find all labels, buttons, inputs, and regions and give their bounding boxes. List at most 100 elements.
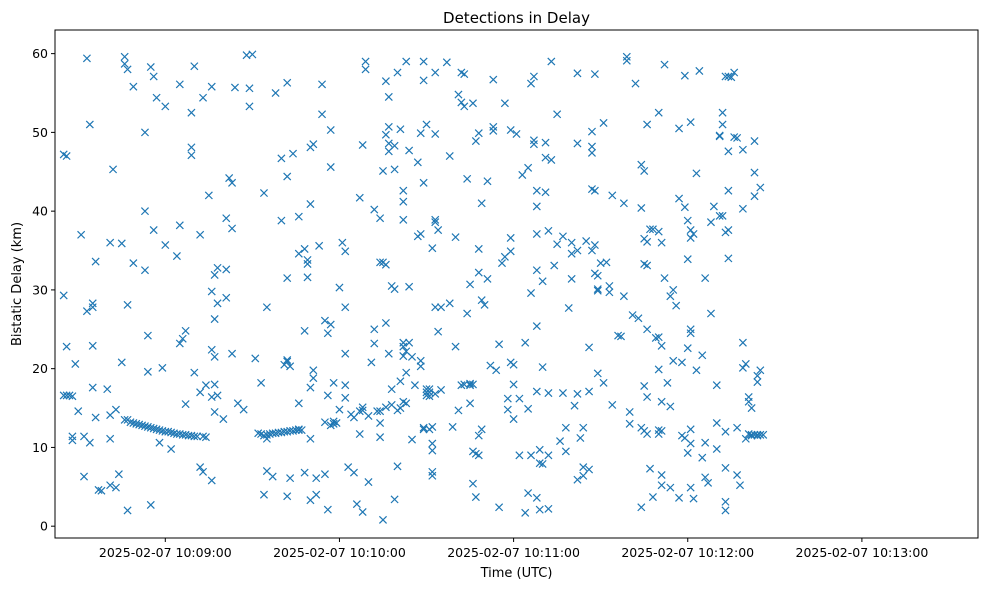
- data-point: [471, 493, 480, 502]
- data-point: [199, 93, 208, 102]
- data-point: [431, 389, 440, 398]
- data-point: [718, 108, 727, 117]
- data-point: [489, 126, 498, 135]
- data-point: [509, 360, 518, 369]
- data-point: [393, 462, 402, 471]
- data-point: [529, 140, 538, 149]
- data-point: [573, 389, 582, 398]
- data-point: [120, 59, 129, 68]
- data-point: [204, 191, 213, 200]
- data-point: [376, 433, 385, 442]
- data-point: [361, 65, 370, 74]
- data-point: [399, 342, 408, 351]
- data-point: [77, 230, 86, 239]
- data-point: [85, 438, 94, 447]
- data-point: [535, 459, 544, 468]
- data-point: [750, 137, 759, 146]
- data-point: [579, 471, 588, 480]
- data-point: [593, 285, 602, 294]
- data-point: [370, 325, 379, 334]
- data-point: [201, 381, 210, 390]
- data-point: [111, 405, 120, 414]
- data-point: [355, 193, 364, 202]
- data-point: [692, 169, 701, 178]
- data-point: [91, 413, 100, 422]
- data-point: [431, 129, 440, 138]
- data-point: [381, 77, 390, 86]
- data-point: [399, 186, 408, 195]
- data-point: [454, 406, 463, 415]
- data-point: [158, 363, 167, 372]
- data-point: [721, 497, 730, 506]
- data-point: [657, 470, 666, 480]
- data-point: [738, 363, 747, 372]
- data-point: [654, 227, 663, 236]
- data-point: [663, 378, 672, 387]
- data-point: [68, 392, 77, 401]
- chart-title: Detections in Delay: [443, 9, 590, 27]
- data-point: [585, 387, 594, 396]
- data-point: [259, 189, 269, 198]
- data-point: [738, 204, 747, 213]
- data-point: [524, 404, 533, 413]
- data-point: [187, 151, 196, 160]
- data-point: [387, 385, 396, 394]
- data-point: [541, 138, 550, 147]
- data-point: [631, 79, 640, 88]
- data-point: [657, 397, 666, 406]
- data-point: [268, 472, 277, 481]
- data-point: [187, 143, 196, 152]
- data-point: [645, 464, 655, 473]
- data-point: [161, 102, 170, 111]
- data-point: [323, 329, 332, 338]
- data-point: [207, 287, 216, 296]
- data-point: [120, 52, 129, 61]
- data-point: [480, 300, 489, 309]
- data-point: [123, 300, 132, 309]
- data-point: [370, 205, 379, 214]
- data-point: [416, 362, 425, 371]
- data-point: [579, 423, 588, 432]
- data-point: [114, 470, 123, 479]
- data-point: [384, 122, 393, 131]
- data-point: [428, 471, 437, 480]
- data-point: [625, 419, 634, 428]
- data-point: [599, 118, 608, 127]
- data-point: [381, 130, 390, 139]
- data-point: [547, 57, 556, 66]
- data-point: [358, 507, 367, 517]
- data-point: [437, 303, 446, 312]
- data-point: [62, 342, 71, 351]
- data-point: [361, 57, 370, 66]
- data-point: [614, 331, 623, 340]
- x-axis-label: Time (UTC): [480, 566, 553, 581]
- data-point: [535, 505, 544, 514]
- data-point: [442, 58, 451, 67]
- data-point: [576, 433, 585, 442]
- data-point: [251, 354, 260, 363]
- data-point: [602, 258, 611, 267]
- data-point: [286, 362, 295, 371]
- data-point: [117, 358, 126, 367]
- data-point: [605, 288, 614, 297]
- data-point: [675, 493, 684, 502]
- data-point: [320, 470, 329, 479]
- data-point: [738, 145, 747, 154]
- data-point: [724, 254, 733, 263]
- data-point: [750, 168, 759, 177]
- data-point: [643, 430, 652, 439]
- data-point: [712, 381, 721, 390]
- data-point: [106, 238, 115, 247]
- data-point: [741, 359, 750, 368]
- data-point: [140, 128, 150, 137]
- data-point: [524, 489, 533, 498]
- data-point: [724, 72, 733, 81]
- data-point: [683, 448, 692, 457]
- data-point: [666, 402, 675, 411]
- data-point: [474, 268, 483, 277]
- data-point: [463, 309, 472, 318]
- data-point: [199, 467, 208, 476]
- data-point: [222, 265, 231, 274]
- data-point: [68, 436, 77, 445]
